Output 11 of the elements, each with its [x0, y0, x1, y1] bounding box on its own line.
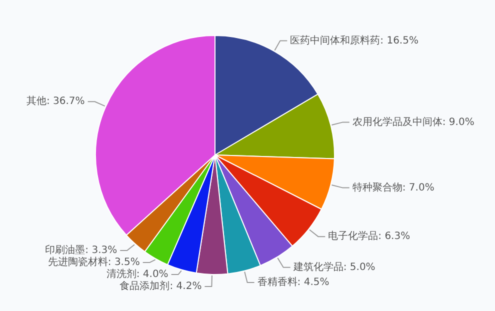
slice-label: 医药中间体和原料药: 16.5%: [290, 34, 418, 46]
slice-label: 特种聚合物: 7.0%: [352, 181, 434, 194]
slice-label: 清洗剂: 4.0%: [106, 268, 168, 280]
slice-label: 印刷油墨: 3.3%: [45, 244, 118, 256]
slice-label: 电子化学品: 6.3%: [328, 230, 410, 242]
slice-label: 先进陶瓷材料: 3.5%: [48, 256, 140, 268]
slice-label: 食品添加剂: 4.2%: [120, 280, 202, 292]
slice-label: 建筑化学品: 5.0%: [292, 260, 376, 273]
slice-label: 其他: 36.7%: [26, 95, 85, 108]
slice-label: 香精香料: 4.5%: [257, 276, 330, 288]
slice-label: 农用化学品及中间体: 9.0%: [352, 116, 474, 128]
